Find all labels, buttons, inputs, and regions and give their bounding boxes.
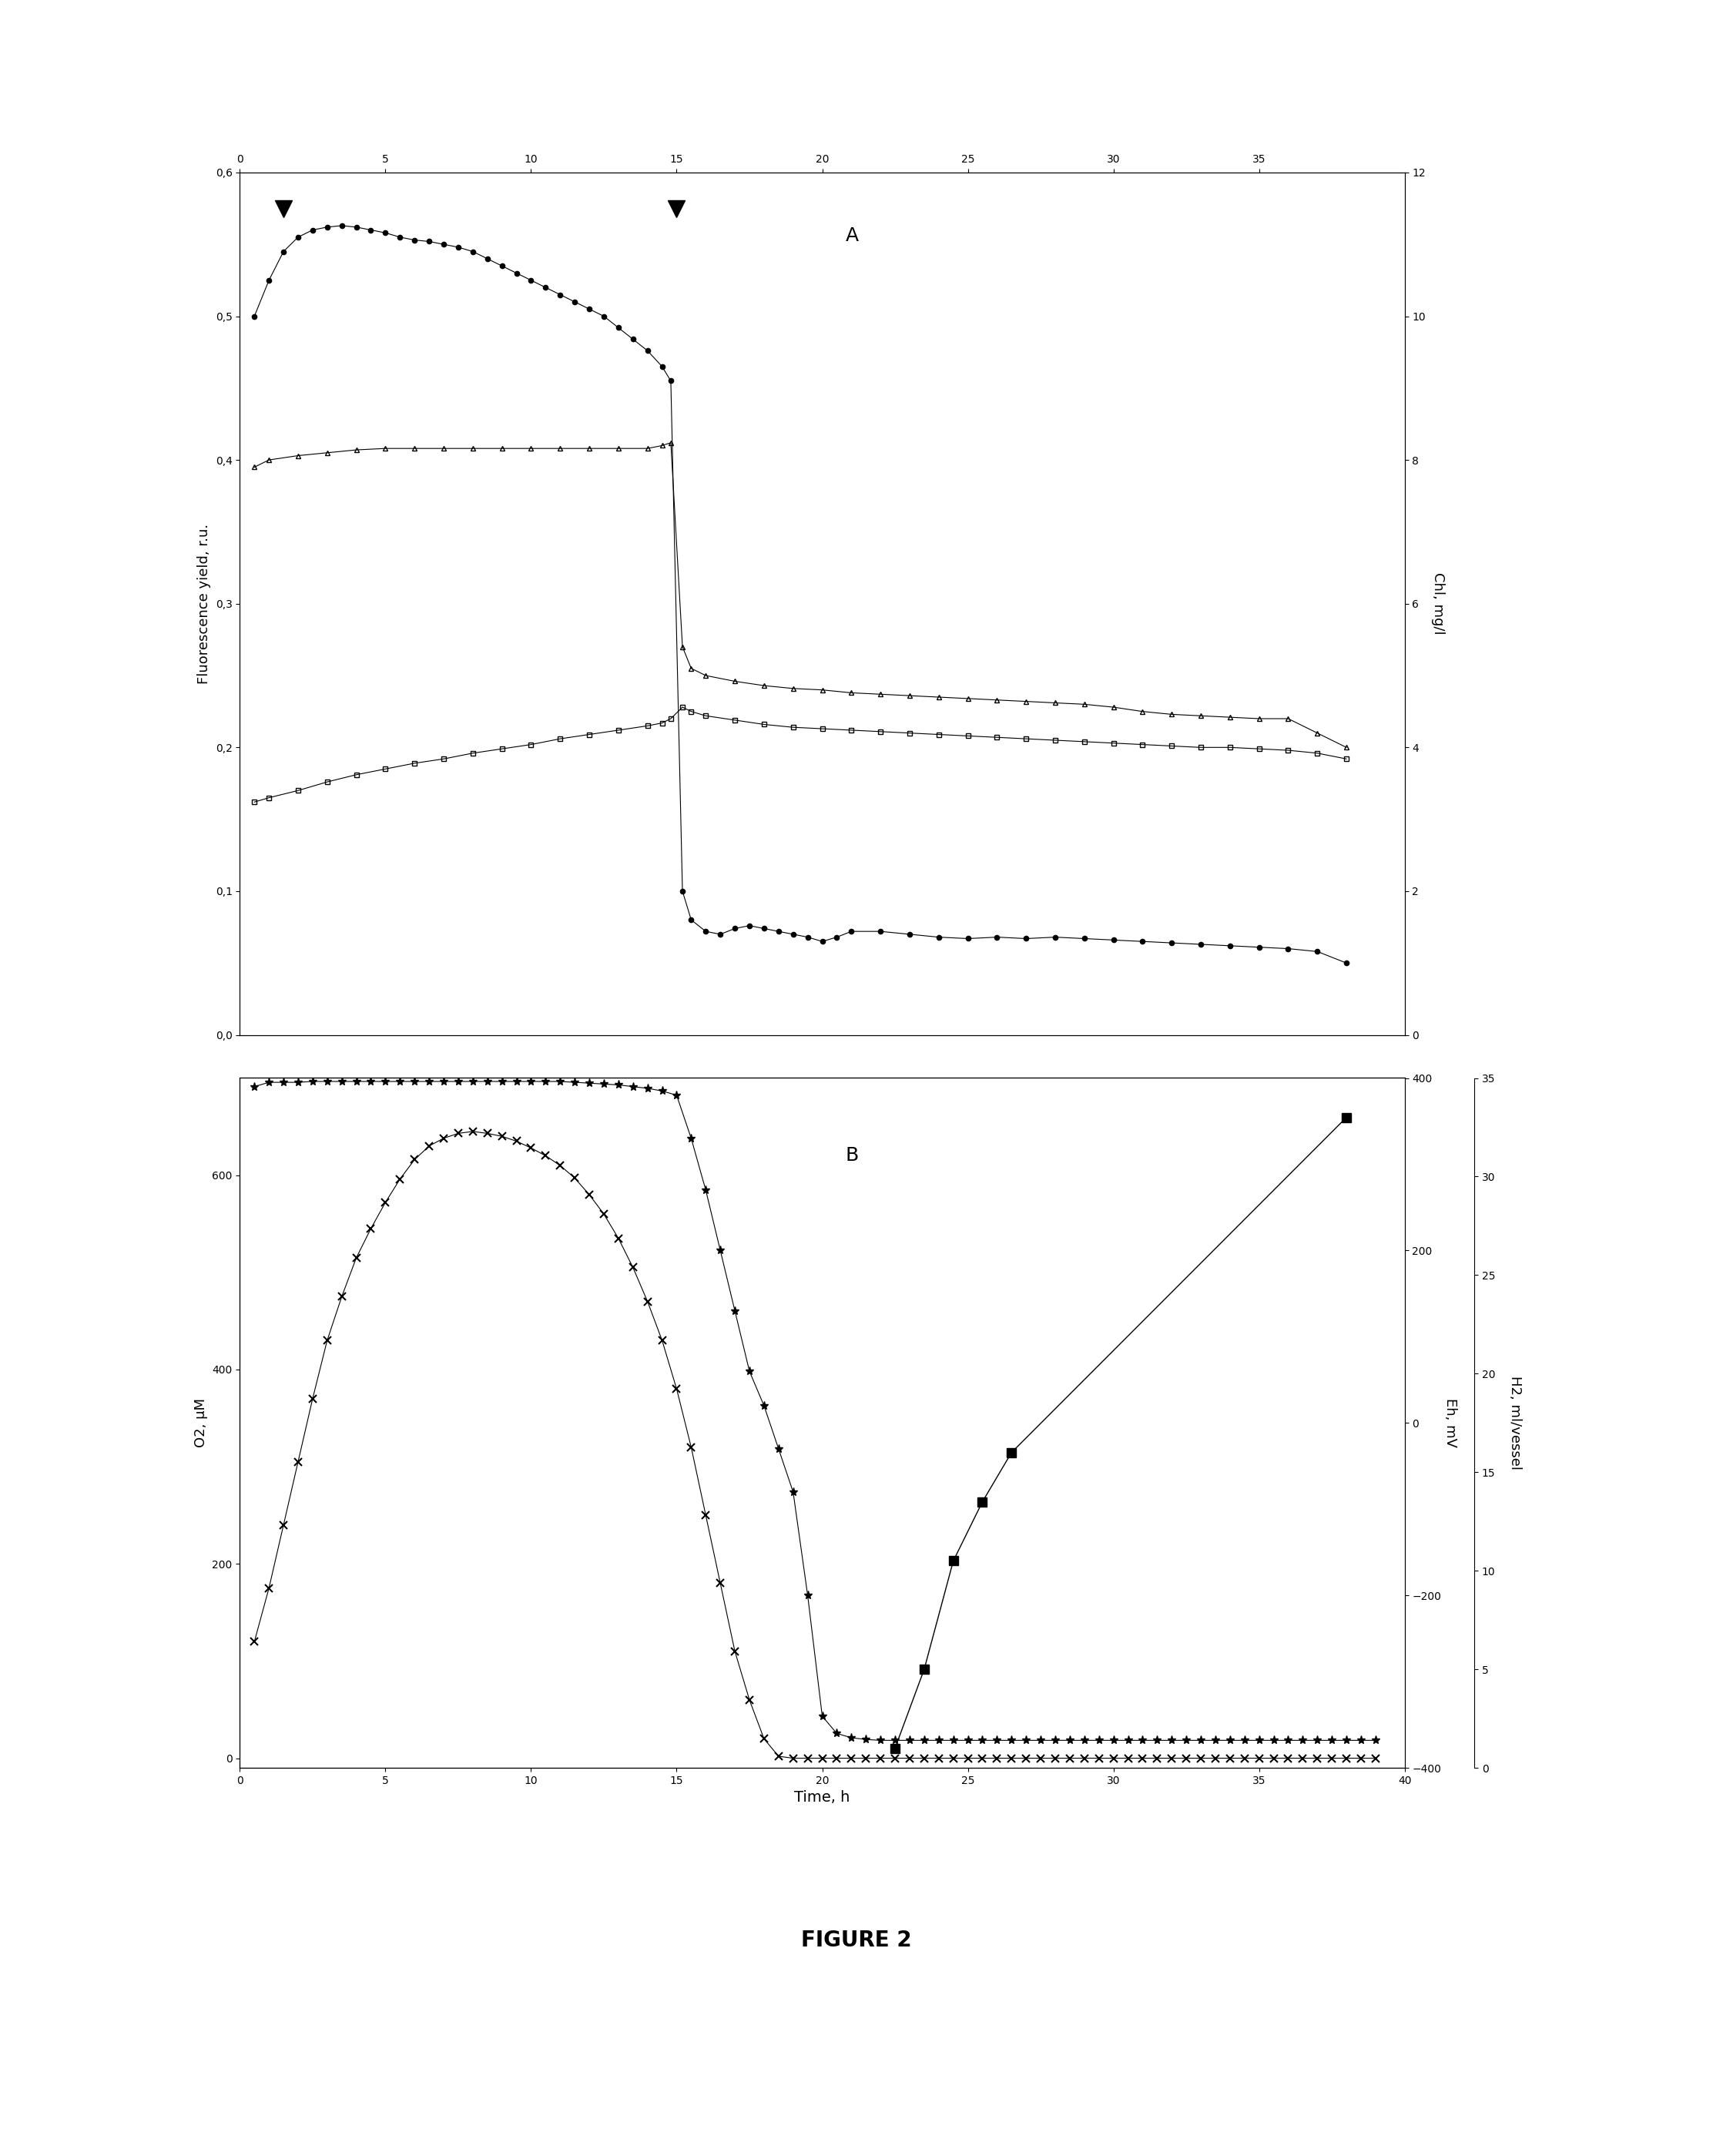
Text: FIGURE 2: FIGURE 2 — [802, 1930, 911, 1951]
Y-axis label: Chl, mg/l: Chl, mg/l — [1430, 573, 1446, 634]
Text: A: A — [846, 226, 858, 246]
Y-axis label: Fluorescence yield, r.u.: Fluorescence yield, r.u. — [197, 524, 211, 683]
X-axis label: Time, h: Time, h — [795, 1789, 850, 1805]
Text: B: B — [846, 1147, 858, 1164]
Y-axis label: Eh, mV: Eh, mV — [1444, 1399, 1458, 1447]
Y-axis label: O2, μM: O2, μM — [194, 1399, 207, 1447]
Y-axis label: H2, ml/vessel: H2, ml/vessel — [1507, 1376, 1523, 1470]
